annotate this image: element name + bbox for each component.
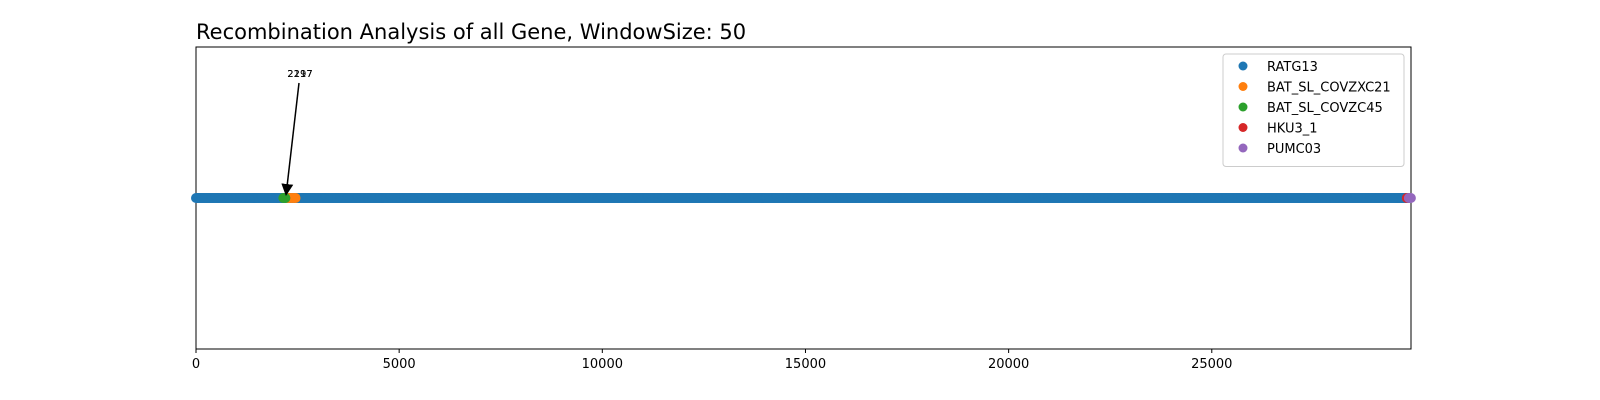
series-bat_sl_covzc45 — [278, 193, 291, 203]
x-tick-label: 10000 — [582, 357, 623, 372]
legend-label: BAT_SL_COVZXC21 — [1267, 81, 1391, 96]
x-tick-label: 15000 — [785, 357, 826, 372]
legend-box — [1222, 53, 1405, 167]
legend-marker — [1238, 143, 1248, 153]
x-tick-label: 20000 — [988, 357, 1029, 372]
legend-label: BAT_SL_COVZC45 — [1267, 101, 1383, 116]
annotation-arrow — [281, 82, 300, 196]
x-tick-label: 0 — [192, 357, 200, 372]
x-tick-label: 5000 — [383, 357, 416, 372]
series-ratg13 — [191, 193, 1414, 203]
annotation-label: 2217 — [287, 69, 312, 80]
data-point — [280, 193, 291, 203]
legend-marker — [1238, 82, 1248, 91]
legend-marker — [1238, 123, 1248, 132]
series-pumc03 — [1403, 193, 1416, 203]
legend-label: PUMC03 — [1267, 142, 1321, 157]
annotation-label: 2197 — [287, 69, 312, 80]
legend: RATG13 BAT_SL_COVZXC21 BAT_SL_COVZC45 HKU3_… — [1222, 53, 1405, 167]
legend-marker — [1238, 61, 1248, 71]
data-point — [1405, 193, 1416, 203]
legend-label: HKU3_1 — [1267, 122, 1318, 137]
data-point — [290, 193, 301, 203]
legend-marker — [1238, 102, 1248, 112]
legend-label: RATG13 — [1267, 60, 1318, 75]
chart-title: Recombination Analysis of all Gene, Wind… — [196, 20, 746, 44]
x-tick-label: 25000 — [1191, 357, 1232, 372]
